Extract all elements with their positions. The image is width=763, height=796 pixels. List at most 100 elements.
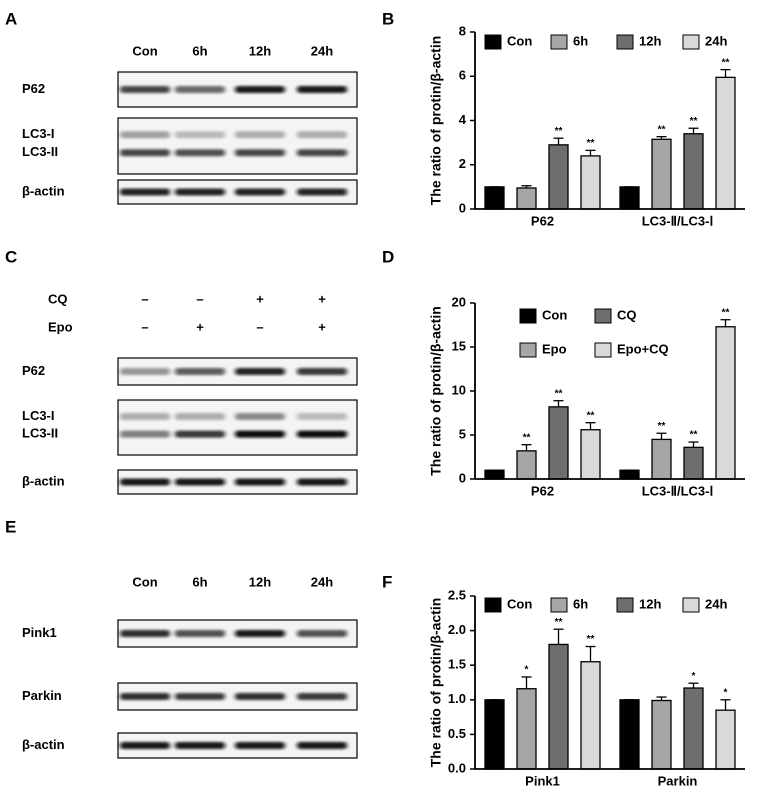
y-axis-title: The ratio of protin/β-actin (428, 36, 444, 206)
blot-row-label: LC3-II (22, 426, 58, 441)
y-tick-label: 10 (452, 382, 466, 397)
bar (683, 133, 704, 210)
condition-sign: – (196, 291, 203, 306)
condition-sign: – (256, 319, 263, 334)
band (235, 430, 285, 438)
band (175, 149, 225, 157)
y-axis-title: The ratio of protin/β-actin (428, 306, 444, 476)
legend-label: 24h (705, 596, 727, 611)
significance: ** (587, 138, 595, 149)
bar (484, 699, 505, 770)
condition-label: CQ (48, 291, 68, 306)
band (297, 430, 347, 438)
band (235, 131, 285, 139)
legend-swatch (519, 308, 537, 324)
band (120, 430, 170, 438)
legend-swatch (682, 597, 700, 613)
legend-label: Epo+CQ (617, 341, 669, 356)
legend-swatch (484, 34, 502, 50)
bar (580, 155, 601, 210)
lane-label: 6h (192, 43, 207, 58)
blot-row-label: LC3-I (22, 126, 55, 141)
y-tick-label: 1.5 (448, 657, 466, 672)
blot-row-label: P62 (22, 363, 45, 378)
band (297, 413, 347, 420)
y-tick-label: 1.0 (448, 691, 466, 706)
x-tick-label: P62 (531, 483, 554, 498)
condition-sign: – (141, 319, 148, 334)
y-tick-label: 4 (459, 112, 467, 127)
bar (619, 469, 640, 480)
bar (651, 699, 672, 770)
bar (516, 450, 537, 480)
bar (580, 661, 601, 770)
condition-sign: – (141, 291, 148, 306)
x-tick-label: P62 (531, 213, 554, 228)
band (297, 478, 347, 486)
legend-swatch (616, 597, 634, 613)
legend-label: 24h (705, 33, 727, 48)
y-axis-title: The ratio of protin/β-actin (428, 598, 444, 768)
y-tick-label: 2.0 (448, 622, 466, 637)
legend-swatch (594, 342, 612, 358)
band (235, 742, 285, 749)
legend-label: Con (507, 33, 532, 48)
legend-label: 6h (573, 33, 588, 48)
y-tick-label: 0 (459, 470, 466, 485)
band (297, 368, 347, 375)
legend-label: Epo (542, 341, 567, 356)
bar (715, 709, 736, 770)
bar (715, 326, 736, 480)
band (120, 630, 170, 637)
lane-label: 6h (192, 574, 207, 589)
panel-label: A (5, 9, 17, 28)
blot-row-label: Pink1 (22, 625, 57, 640)
band (297, 86, 347, 93)
band (235, 630, 285, 637)
condition-sign: + (318, 319, 326, 334)
lane-label: Con (132, 574, 157, 589)
bar (651, 138, 672, 210)
panel-label: C (5, 247, 17, 266)
band (120, 368, 170, 375)
blot-row-label: P62 (22, 81, 45, 96)
y-tick-label: 15 (452, 338, 466, 353)
band (297, 630, 347, 637)
significance: ** (555, 388, 563, 399)
legend-swatch (616, 34, 634, 50)
y-tick-label: 2.5 (448, 587, 466, 602)
legend-label: 6h (573, 596, 588, 611)
blot-row-label: β-actin (22, 737, 65, 752)
band (235, 368, 285, 375)
bar (516, 187, 537, 210)
blot-row-label: β-actin (22, 473, 65, 488)
panel-label: D (382, 247, 394, 266)
significance: * (525, 665, 529, 676)
band (235, 149, 285, 157)
band (297, 188, 347, 196)
band (120, 478, 170, 486)
band (235, 86, 285, 93)
band (175, 430, 225, 438)
legend-label: 12h (639, 596, 661, 611)
blot-row-label: LC3-I (22, 408, 55, 423)
x-tick-label: Pink1 (525, 773, 560, 788)
band (175, 630, 225, 637)
blot-row-label: LC3-II (22, 144, 58, 159)
band (175, 413, 225, 420)
legend-swatch (594, 308, 612, 324)
condition-label: Epo (48, 319, 73, 334)
condition-sign: + (196, 319, 204, 334)
band (120, 693, 170, 700)
significance: ** (555, 126, 563, 137)
panel-label: B (382, 9, 394, 28)
blot-row-label: β-actin (22, 183, 65, 198)
bar (548, 144, 569, 210)
x-tick-label: Parkin (658, 773, 698, 788)
condition-sign: + (256, 291, 264, 306)
band (175, 742, 225, 749)
significance: ** (690, 430, 698, 441)
band (175, 368, 225, 375)
legend-label: 12h (639, 33, 661, 48)
bar (548, 406, 569, 480)
